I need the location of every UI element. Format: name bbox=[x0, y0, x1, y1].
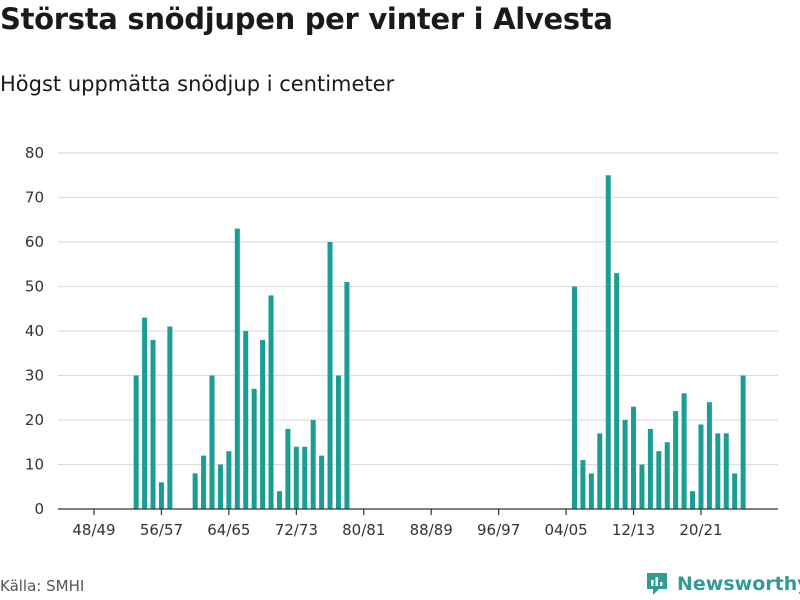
y-tick-label: 40 bbox=[25, 322, 44, 340]
bar bbox=[647, 428, 653, 509]
bar bbox=[276, 491, 282, 509]
bar bbox=[293, 446, 299, 509]
x-tick-label: 80/81 bbox=[342, 521, 385, 539]
bar bbox=[698, 424, 704, 509]
bar bbox=[335, 375, 341, 509]
bar bbox=[158, 482, 164, 509]
y-tick-label: 10 bbox=[25, 456, 44, 474]
bar bbox=[260, 339, 266, 509]
x-tick-label: 64/65 bbox=[207, 521, 250, 539]
bar bbox=[715, 433, 721, 509]
bar bbox=[580, 460, 586, 509]
newsworthy-logo[interactable]: Newsworthy bbox=[645, 569, 800, 599]
bar bbox=[310, 420, 316, 509]
bar bbox=[614, 273, 620, 509]
bar bbox=[673, 411, 679, 509]
y-tick-label: 70 bbox=[25, 189, 44, 207]
bar bbox=[656, 451, 662, 509]
bar bbox=[605, 175, 611, 509]
bar bbox=[319, 455, 325, 509]
x-tick-label: 48/49 bbox=[72, 521, 115, 539]
y-tick-label: 60 bbox=[25, 233, 44, 251]
bar bbox=[192, 473, 198, 509]
bar bbox=[572, 286, 578, 509]
chart-title: Största snödjupen per vinter i Alvesta bbox=[0, 2, 613, 36]
bar bbox=[142, 317, 148, 509]
x-tick-label: 56/57 bbox=[140, 521, 183, 539]
bar bbox=[631, 406, 637, 509]
bar bbox=[302, 446, 308, 509]
bars bbox=[133, 175, 746, 509]
source-note: Källa: SMHI bbox=[0, 577, 85, 595]
bar bbox=[690, 491, 696, 509]
bar bbox=[597, 433, 603, 509]
axes: 0 10 20 30 40 50 60 70 80 48/49 56/57 64/65 72/73 80/… bbox=[25, 144, 778, 539]
bar bbox=[664, 442, 670, 509]
x-tick-label: 04/05 bbox=[544, 521, 587, 539]
x-tick-label: 88/89 bbox=[410, 521, 453, 539]
bar bbox=[234, 228, 240, 509]
bar bbox=[133, 375, 139, 509]
bar bbox=[622, 420, 628, 509]
bar bbox=[681, 393, 687, 509]
bar bbox=[723, 433, 729, 509]
bar bbox=[150, 339, 156, 509]
y-tick-label: 80 bbox=[25, 144, 44, 162]
bar bbox=[740, 375, 746, 509]
x-tick-label: 72/73 bbox=[275, 521, 318, 539]
bar bbox=[327, 242, 333, 509]
y-tick-label: 50 bbox=[25, 278, 44, 296]
bar bbox=[243, 331, 249, 509]
y-tick-label: 20 bbox=[25, 411, 44, 429]
bar bbox=[344, 282, 350, 509]
x-tick-label: 12/13 bbox=[612, 521, 655, 539]
y-tick-label: 0 bbox=[34, 500, 44, 518]
bar bbox=[167, 326, 173, 509]
bar bbox=[732, 473, 738, 509]
chart-subtitle: Högst uppmätta snödjup i centimeter bbox=[0, 72, 395, 96]
x-tick-label: 20/21 bbox=[679, 521, 722, 539]
bar bbox=[226, 451, 232, 509]
bar bbox=[639, 464, 645, 509]
bar bbox=[268, 295, 274, 509]
bar bbox=[251, 388, 257, 509]
y-tick-label: 30 bbox=[25, 367, 44, 385]
bar bbox=[209, 375, 215, 509]
bar bbox=[285, 428, 291, 509]
bar bbox=[201, 455, 207, 509]
brand-name: Newsworthy bbox=[677, 573, 800, 595]
bar bbox=[706, 402, 712, 509]
bar bbox=[217, 464, 223, 509]
chart-logo-icon bbox=[647, 573, 667, 595]
x-tick-label: 96/97 bbox=[477, 521, 520, 539]
bar bbox=[588, 473, 594, 509]
gridlines bbox=[58, 152, 778, 466]
